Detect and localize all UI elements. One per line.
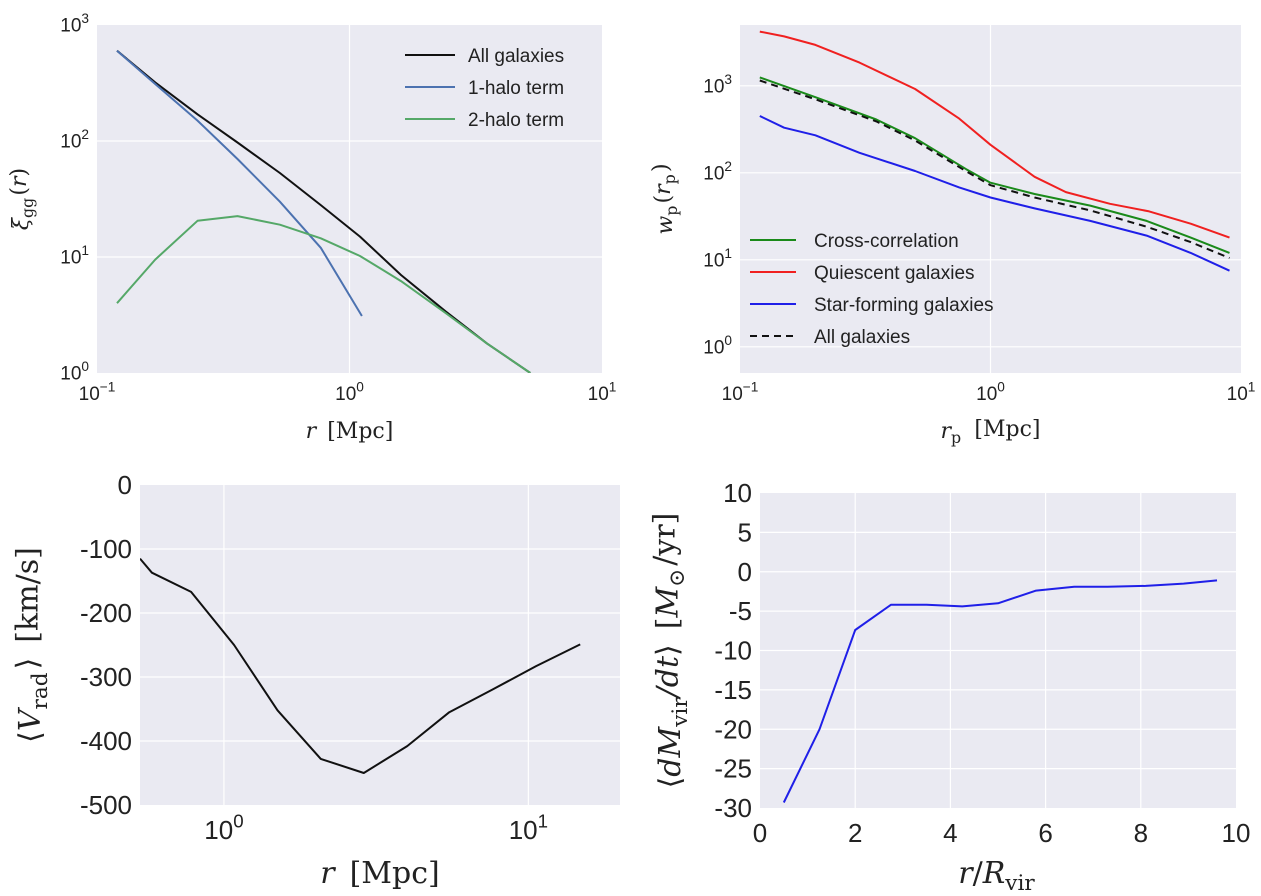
x-tick-label: 2 [848,818,862,848]
x-axis-label: r [Mpc] [306,419,394,444]
series-line-0 [140,557,581,774]
y-tick-label: 10 [723,478,752,508]
legend-label: Cross-correlation [814,231,959,252]
legend-label: Star-forming galaxies [814,295,994,316]
y-tick-label: -200 [80,598,132,628]
y-tick-label: 103 [60,11,89,37]
series-line-1 [759,30,1230,239]
y-tick-label: -300 [80,662,132,692]
y-tick-label: 102 [60,127,89,153]
panel-wp: 10−1 100 101 100 101 102 103 rp [Mpc] wp (rp ) Cr… [649,25,1255,447]
x-tick-label: 101 [509,810,548,845]
x-tick-label: 100 [335,379,364,405]
y-axis-label: wp (rp ) [649,163,681,234]
x-tick-label: 101 [588,379,617,405]
series-line-3 [759,79,1230,259]
x-axis-label: rp [Mpc] [941,417,1041,447]
y-tick-label: 103 [703,72,732,98]
y-tick-label: 0 [118,470,132,500]
y-tick-label: 100 [703,333,732,359]
y-tick-label: -10 [714,636,752,666]
y-axis-label: ⟨dMvir/dt⟩ [M⊙ /yr] [648,513,693,789]
x-tick-label: 10−1 [722,379,759,405]
series-line-0 [759,76,1230,254]
y-axis-label: ⟨Vrad ⟩ [km/s] [10,547,53,743]
legend-label: 2-halo term [468,110,564,131]
x-tick-label: 4 [943,818,957,848]
series-line-1 [116,49,363,317]
legend-label: All galaxies [468,46,564,67]
y-tick-label: 100 [60,359,89,385]
x-tick-label: 10−1 [79,379,116,405]
y-tick-label: -500 [80,790,132,820]
y-tick-label: -5 [729,596,752,626]
y-tick-label: -400 [80,726,132,756]
legend-label: 1-halo term [468,78,564,99]
y-tick-label: -25 [714,754,752,784]
y-tick-label: 0 [738,557,752,587]
x-tick-label: 6 [1038,818,1052,848]
panel-vrad: 100 101 0 -100 -200 -300 -400 -500 r [Mpc] ⟨Vrad … [10,470,620,891]
y-tick-label: -20 [714,714,752,744]
x-tick-label: 10 [1222,818,1251,848]
y-tick-label: -15 [714,675,752,705]
legend-label: Quiescent galaxies [814,263,975,284]
plot-area [140,485,620,805]
x-axis-label: r [Mpc] [320,856,439,891]
x-axis-label: r/Rvir [958,853,1037,896]
y-tick-label: 102 [703,159,732,185]
series-line-0 [782,579,1218,803]
y-tick-label: 101 [60,243,89,269]
x-tick-label: 100 [204,810,243,845]
series-line-2 [759,115,1230,272]
legend-label: All galaxies [814,327,910,348]
series-line-2 [116,215,531,373]
y-tick-label: -30 [714,793,752,823]
y-tick-label: -100 [80,534,132,564]
x-tick-label: 100 [976,379,1005,405]
x-tick-label: 0 [753,818,767,848]
y-tick-label: 5 [738,517,752,547]
y-tick-label: 101 [703,246,732,272]
panel-dmvir-dt: 0 2 4 6 8 10 10 5 0 -5 -10 -15 -20 -25 -30 r/Rvir ⟨dMvi… [648,478,1251,896]
x-tick-label: 8 [1134,818,1148,848]
y-axis-label: ξgg (r) [7,168,37,230]
x-tick-label: 101 [1227,379,1256,405]
